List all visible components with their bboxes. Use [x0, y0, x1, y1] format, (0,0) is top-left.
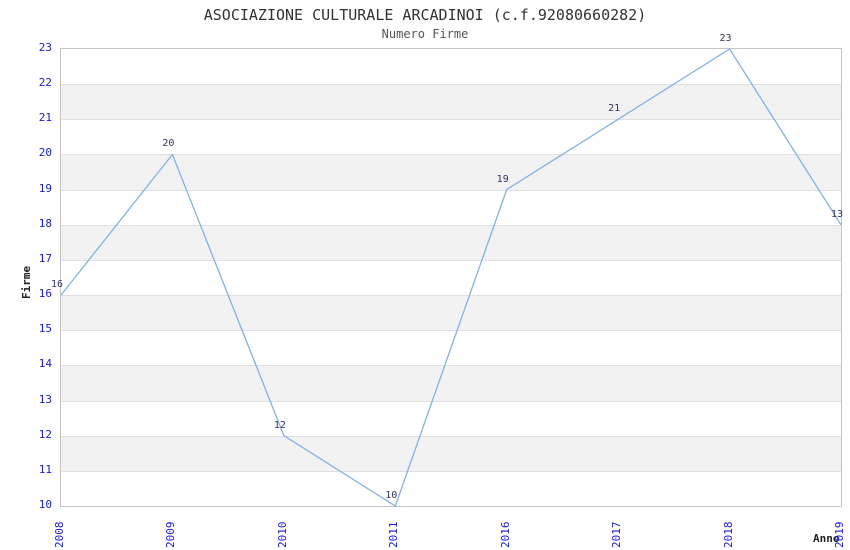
line-chart-canvas: [60, 48, 842, 507]
y-tick-label: 19: [38, 181, 52, 195]
y-tick-label: 14: [38, 357, 52, 371]
grid-band: [61, 154, 841, 190]
gridline: [61, 224, 841, 226]
y-tick-label: 21: [38, 111, 52, 125]
y-tick-label: 13: [38, 392, 52, 406]
data-point-label: 12: [273, 419, 286, 431]
gridline: [61, 259, 841, 261]
data-point-label: 20: [162, 138, 175, 150]
grid-band: [61, 295, 841, 331]
y-tick-label: 12: [38, 427, 52, 441]
data-point-label: 16: [50, 279, 64, 291]
x-tick-label: 2017: [610, 521, 624, 549]
gridline: [61, 84, 841, 86]
gridline: [61, 435, 841, 437]
x-tick-label: 2008: [53, 521, 66, 549]
gridline: [61, 330, 841, 332]
gridline: [61, 400, 841, 402]
grid-band: [61, 435, 841, 471]
x-tick-label: 2010: [275, 521, 289, 549]
data-point-label: 13: [830, 208, 844, 220]
grid-band: [61, 224, 841, 260]
x-tick-label: 2019: [833, 521, 846, 549]
x-axis-label: Anno: [813, 532, 840, 545]
x-tick-label: 2009: [164, 521, 178, 549]
grid-band: [61, 365, 841, 401]
chart-line: [60, 48, 842, 507]
y-tick-label: 22: [38, 76, 52, 90]
data-point-label: 19: [496, 173, 509, 185]
data-point-label: 10: [385, 490, 398, 501]
gridline: [61, 365, 841, 367]
y-tick-label: 18: [38, 216, 52, 230]
y-tick-label: 23: [38, 41, 52, 54]
data-point-label: 21: [608, 103, 621, 115]
y-tick-label: 17: [38, 251, 52, 265]
gridline: [61, 189, 841, 191]
y-tick-label: 16: [38, 287, 52, 301]
grid-band: [61, 84, 841, 120]
plot-area: [60, 48, 842, 507]
y-tick-label: 10: [38, 498, 52, 511]
chart-title: ASOCIAZIONE CULTURALE ARCADINOI (c.f.920…: [203, 6, 647, 24]
y-tick-label: 11: [38, 462, 52, 476]
gridline: [61, 119, 841, 121]
gridline: [61, 154, 841, 156]
y-tick-label: 20: [38, 146, 52, 160]
chart-subtitle: Numero Firme: [381, 27, 469, 41]
y-tick-label: 15: [38, 322, 52, 336]
x-tick-label: 2016: [498, 521, 512, 549]
gridline: [61, 295, 841, 297]
x-tick-label: 2011: [387, 521, 401, 549]
x-tick-label: 2018: [721, 521, 735, 549]
gridline: [61, 470, 841, 472]
data-point-label: 23: [719, 33, 732, 44]
